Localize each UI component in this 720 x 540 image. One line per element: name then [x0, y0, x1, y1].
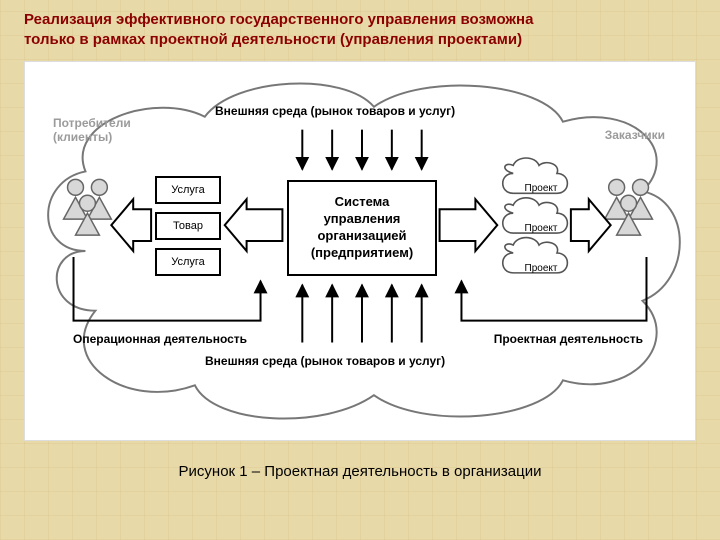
- figure-caption: Рисунок 1 – Проектная деятельность в орг…: [0, 463, 720, 480]
- header-line2: только в рамках проектной деятельности (…: [24, 30, 696, 50]
- header-line1: Реализация эффективного государственного…: [24, 10, 696, 30]
- header-text: Реализация эффективного государственного…: [0, 0, 720, 55]
- diagram: Потребители (клиенты) Заказчики Внешняя …: [25, 62, 695, 440]
- arrows: [25, 62, 695, 440]
- figure-panel: Потребители (клиенты) Заказчики Внешняя …: [24, 61, 696, 441]
